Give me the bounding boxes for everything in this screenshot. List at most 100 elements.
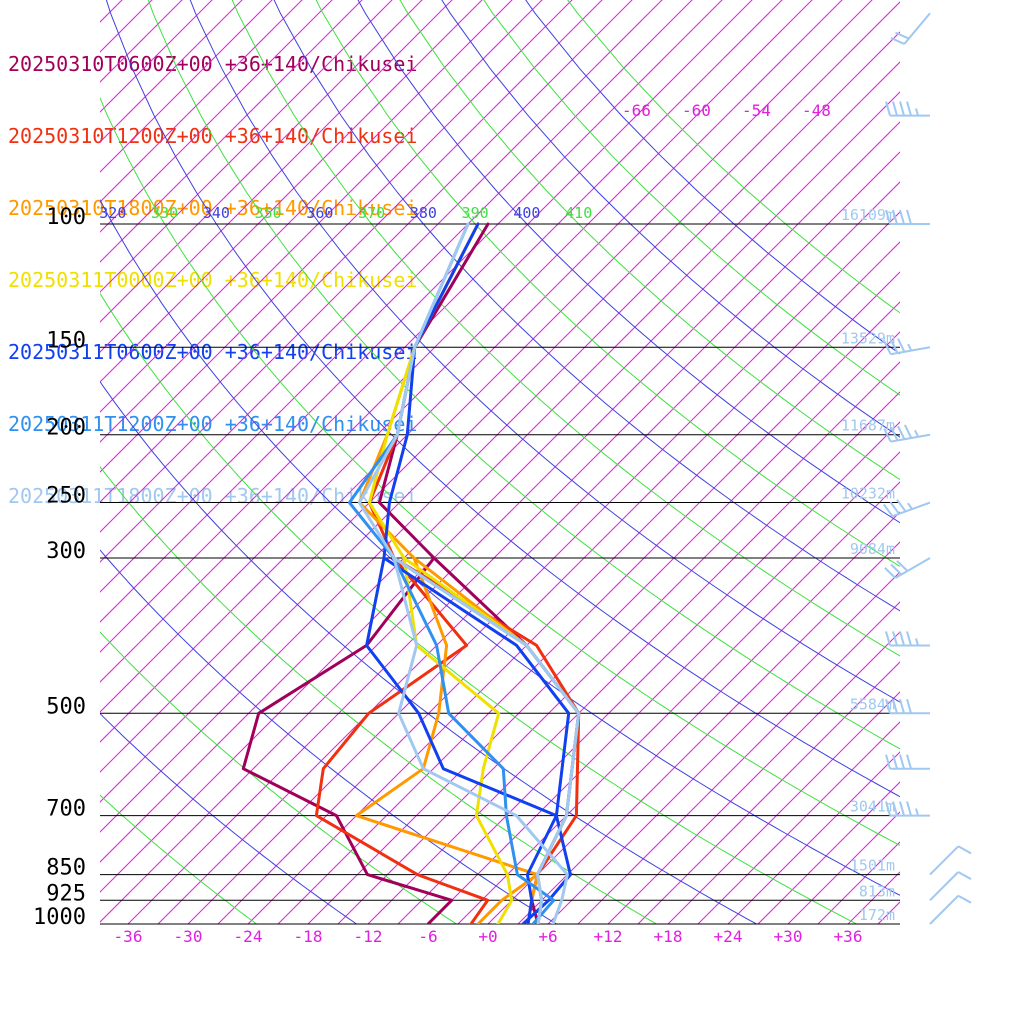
- barb-flag: [885, 631, 891, 646]
- barb-half-flag: [914, 429, 920, 438]
- isotherm: [100, 0, 213, 113]
- barb-flag: [899, 101, 905, 116]
- theta-label: 380: [410, 204, 437, 222]
- wind-barb: [885, 754, 930, 770]
- isotherm: [100, 0, 243, 143]
- upper-temperature-label: -54: [742, 101, 771, 120]
- dry-adiabat: [189, 0, 900, 703]
- barb-flag: [904, 424, 913, 439]
- dry-adiabat: [100, 198, 900, 896]
- barb-flag: [957, 845, 972, 855]
- isotherm: [100, 0, 843, 743]
- pressure-label: 700: [46, 797, 86, 822]
- barb-flag: [890, 426, 899, 441]
- barb-flag: [892, 801, 898, 816]
- isotherm: [0, 0, 117, 924]
- barb-flag: [892, 754, 898, 769]
- isotherm: [457, 481, 900, 924]
- temperature-tick-label: +30: [774, 927, 803, 946]
- isotherm: [0, 0, 147, 924]
- isotherm: [0, 0, 87, 924]
- dry-adiabat: [100, 465, 658, 924]
- theta-label: 410: [565, 204, 592, 222]
- dry-adiabat: [357, 0, 900, 524]
- legend-entry-3: 20250310T1800Z+00 +36+140/Chikusei: [8, 196, 418, 220]
- isotherm: [100, 1, 900, 803]
- barb-flag: [884, 567, 897, 579]
- barb-flag: [883, 340, 892, 355]
- dry-adiabat: [147, 0, 900, 750]
- barb-flag: [899, 209, 905, 225]
- dry-adiabat: [315, 0, 900, 568]
- isotherm: [100, 0, 453, 353]
- isotherm: [100, 0, 333, 233]
- height-label: 3041m: [850, 798, 895, 816]
- isotherm: [100, 0, 363, 263]
- isotherm: [217, 241, 900, 924]
- isotherm: [577, 601, 900, 924]
- height-label: 13529m: [841, 329, 895, 347]
- isotherm: [607, 631, 900, 924]
- barb-flag: [885, 101, 891, 116]
- theta-label: 330: [151, 204, 178, 222]
- isotherm: [100, 0, 663, 563]
- isotherm: [100, 0, 423, 323]
- barb-flag: [899, 801, 905, 816]
- barb-flag: [889, 501, 900, 515]
- height-label: 5584m: [850, 695, 895, 713]
- isotherm: [397, 421, 900, 924]
- temperature-profile-5: [382, 222, 571, 924]
- barb-flag: [883, 428, 892, 443]
- dry-adiabat: [100, 712, 358, 924]
- barb-flag: [899, 754, 905, 769]
- height-label: 10232m: [841, 485, 895, 503]
- barb-half-flag: [915, 638, 919, 646]
- upper-temperature-label: -66: [622, 101, 651, 120]
- barb-flag: [896, 560, 909, 572]
- wind-barb: [884, 557, 931, 579]
- temperature-tick-label: +0: [478, 927, 497, 946]
- barb-flag: [906, 754, 912, 769]
- legend: 20250310T0600Z+00 +36+140/Chikusei 20250…: [8, 4, 417, 532]
- temperature-tick-label: +18: [654, 927, 683, 946]
- isotherm: [667, 691, 900, 924]
- temperature-tick-label: -6: [418, 927, 437, 946]
- height-label: 1501m: [850, 857, 895, 875]
- isotherm: [727, 751, 900, 924]
- barb-flag: [896, 499, 907, 513]
- barb-flag: [892, 631, 898, 646]
- barb-half-flag: [907, 343, 913, 352]
- isotherm: [100, 0, 603, 503]
- temperature-tick-label: -18: [294, 927, 323, 946]
- height-label: 172m: [859, 906, 895, 924]
- isotherm: [100, 91, 900, 893]
- pressure-label: 100: [46, 205, 86, 230]
- isotherm: [247, 271, 900, 924]
- dewpoint-profile-1: [241, 556, 454, 924]
- temperature-tick-label: -12: [354, 927, 383, 946]
- wind-barb: [885, 801, 930, 817]
- barb-flag: [890, 37, 905, 45]
- isotherm: [847, 871, 900, 924]
- barb-flag: [897, 425, 906, 440]
- wind-barb: [929, 871, 972, 902]
- isotherm: [877, 901, 900, 924]
- dry-adiabat: [441, 0, 900, 438]
- upper-temperature-label: -60: [682, 101, 711, 120]
- theta-label: 320: [99, 204, 126, 222]
- theta-label: 340: [203, 204, 230, 222]
- barb-flag: [892, 209, 898, 225]
- temperature-tick-label: -30: [174, 927, 203, 946]
- temperature-tick-label: +6: [538, 927, 557, 946]
- wind-barb: [890, 12, 931, 45]
- height-label: 9084m: [850, 540, 895, 558]
- barb-flag: [885, 754, 891, 769]
- pressure-label: 925: [46, 881, 86, 906]
- dewpoint-profile-4: [402, 556, 514, 924]
- isotherm: [100, 0, 783, 683]
- dry-adiabat: [273, 0, 900, 612]
- height-label: 11687m: [841, 417, 895, 435]
- isotherm: [817, 841, 900, 924]
- wind-barb: [885, 209, 930, 225]
